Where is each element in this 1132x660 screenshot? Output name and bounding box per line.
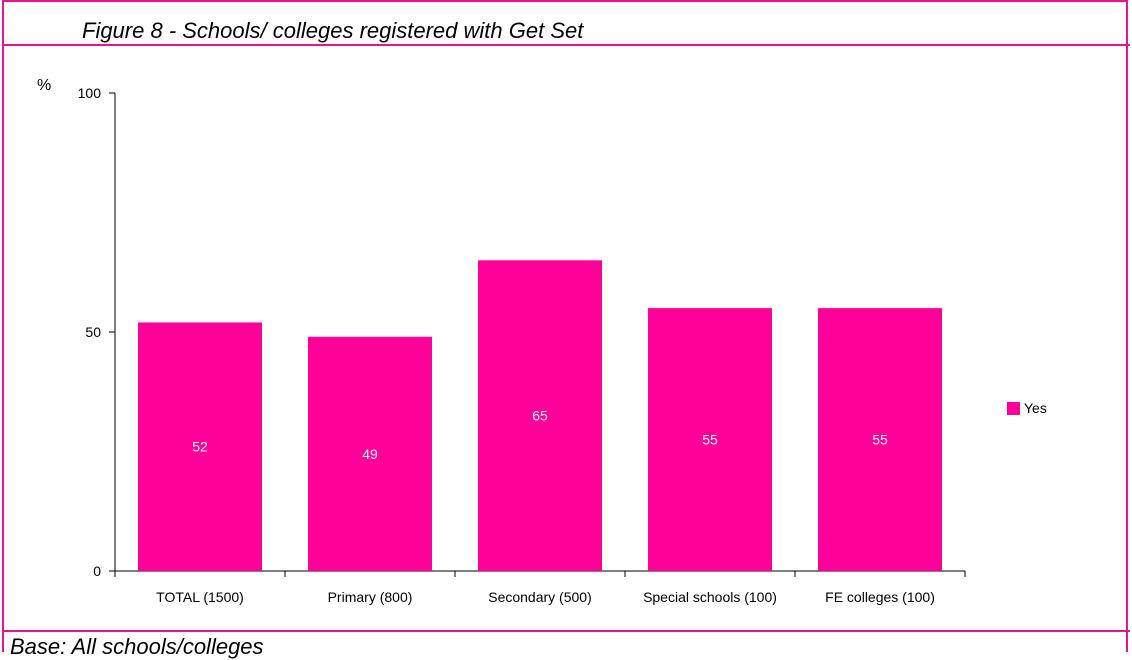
bar <box>308 336 432 571</box>
base-note: Base: All schools/colleges <box>10 634 264 659</box>
y-tick-label: 0 <box>93 563 101 579</box>
legend: Yes <box>1007 400 1047 416</box>
legend-label-yes: Yes <box>1024 400 1047 416</box>
bar <box>648 308 772 571</box>
legend-swatch-yes <box>1007 401 1020 415</box>
y-tick-label: 100 <box>78 85 102 101</box>
footer-divider <box>2 630 1130 632</box>
bar <box>138 322 262 571</box>
x-tick-label: TOTAL (1500) <box>156 589 244 605</box>
data-label: 52 <box>192 439 208 455</box>
x-tick-label: FE colleges (100) <box>825 589 935 605</box>
y-tick-label: 50 <box>85 324 101 340</box>
y-axis-label: % <box>37 77 52 94</box>
bar <box>818 308 942 571</box>
data-label: 49 <box>362 446 378 462</box>
x-tick-label: Primary (800) <box>328 589 413 605</box>
x-tick-label: Special schools (100) <box>643 589 777 605</box>
bar <box>478 260 602 571</box>
title-divider <box>2 44 1130 46</box>
data-label: 55 <box>872 432 888 448</box>
data-label: 65 <box>532 408 548 424</box>
chart-title: Figure 8 - Schools/ colleges registered … <box>82 18 584 43</box>
x-tick-label: Secondary (500) <box>488 589 592 605</box>
data-label: 55 <box>702 432 718 448</box>
